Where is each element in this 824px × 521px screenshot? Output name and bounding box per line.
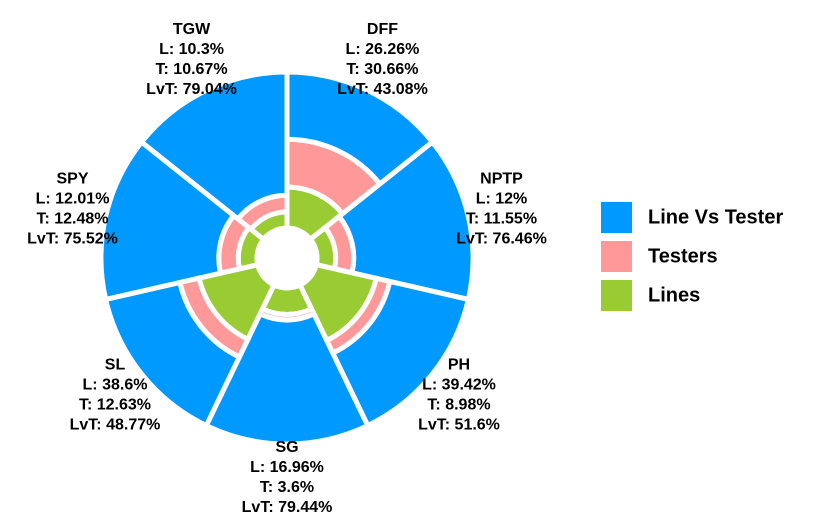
legend-swatch: [601, 241, 632, 272]
data-label: L: 12%: [476, 190, 528, 207]
data-label: L: 39.42%: [422, 376, 496, 393]
data-label: LvT: 76.46%: [456, 230, 547, 247]
wedge-segment: [335, 138, 476, 303]
data-label: LvT: 75.52%: [27, 230, 118, 247]
category-label: PH: [448, 356, 470, 373]
data-label: T: 12.48%: [36, 210, 108, 227]
data-label: LvT: 51.6%: [418, 416, 500, 433]
data-label: L: 16.96%: [250, 459, 324, 476]
data-label: LvT: 43.08%: [337, 81, 428, 98]
data-label: L: 10.3%: [159, 41, 224, 58]
legend-label: Lines: [648, 284, 700, 306]
legend-label: Line Vs Tester: [648, 206, 783, 228]
data-label: T: 12.63%: [79, 396, 151, 413]
category-label: SPY: [57, 170, 89, 187]
legend-swatch: [601, 280, 632, 311]
category-label: SL: [105, 356, 126, 373]
wedge-segment: [98, 138, 238, 303]
category-label: TGW: [173, 21, 211, 38]
data-label: T: 11.55%: [466, 210, 537, 227]
data-label: LvT: 48.77%: [70, 416, 161, 433]
legend-swatch: [601, 202, 632, 233]
legend-label: Testers: [648, 245, 718, 267]
wedge-segment: [138, 69, 290, 223]
data-label: L: 12.01%: [36, 190, 110, 207]
data-label: LvT: 79.04%: [146, 81, 237, 98]
category-label: NPTP: [480, 170, 523, 187]
category-label: DFF: [367, 21, 398, 38]
data-label: T: 8.98%: [427, 396, 490, 413]
category-label: SG: [275, 439, 298, 456]
data-label: T: 10.67%: [156, 61, 228, 78]
data-label: L: 26.26%: [346, 41, 420, 58]
center-hole: [257, 228, 317, 288]
data-label: T: 3.6%: [260, 479, 314, 496]
data-label: T: 30.66%: [346, 61, 418, 78]
data-label: LvT: 79.44%: [242, 499, 333, 516]
data-label: L: 38.6%: [83, 376, 148, 393]
